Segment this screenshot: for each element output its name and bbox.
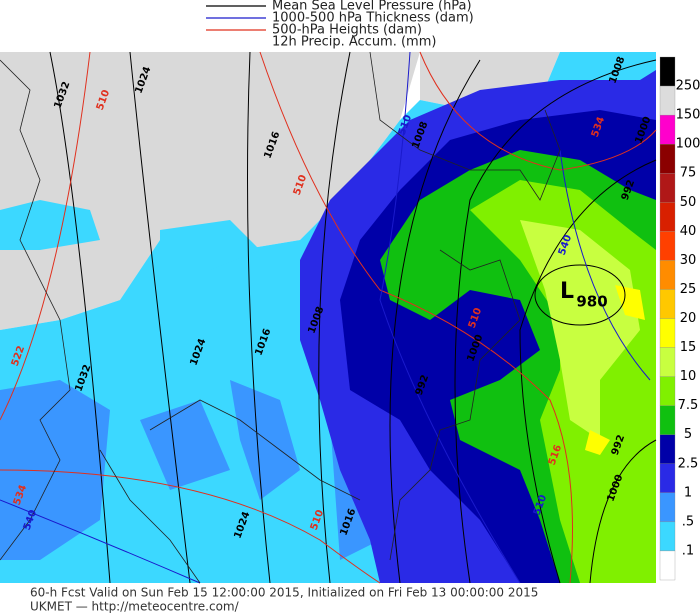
colorbar-swatch	[659, 521, 676, 552]
colorbar-swatch	[659, 202, 676, 232]
colorbar-label: 20	[680, 311, 697, 326]
colorbar-swatch	[659, 289, 676, 319]
colorbar: 250 150 100 75 50 40 30 25 20 15 10 7.5 5 2.5 1 .5 .1	[659, 56, 700, 581]
legend-label: 12h Precip. Accum. (mm)	[272, 35, 436, 50]
colorbar-label: .5	[682, 514, 694, 529]
colorbar-label: 75	[680, 166, 697, 181]
height-contours	[0, 51, 657, 584]
colorbar-label: 5	[684, 427, 692, 442]
colorbar-label: 7.5	[678, 398, 699, 413]
map	[0, 51, 657, 584]
colorbar-label: 1	[684, 485, 692, 500]
colorbar-label: 50	[680, 195, 697, 210]
precip-yellow	[585, 285, 645, 455]
pressure-contours	[49, 51, 657, 584]
colorbar-label: 2.5	[678, 456, 699, 471]
colorbar-label: 100	[676, 137, 700, 152]
footer-line: UKMET — http://meteocentre.com/	[30, 600, 240, 614]
colorbar-label: 250	[676, 79, 700, 94]
legend-label: Mean Sea Level Pressure (hPa)	[272, 0, 472, 14]
precip-yellow-green	[520, 220, 640, 440]
colorbar-swatch	[659, 231, 676, 261]
colorbar-swatch	[659, 260, 676, 290]
legend-label: 1000-500 hPa Thickness (dam)	[272, 11, 474, 26]
colorbar-label: 10	[680, 369, 697, 384]
header: Mean Sea Level Pressure (hPa)1000-500 hP…	[206, 0, 474, 50]
colorbar-label: 40	[680, 224, 697, 239]
colorbar-swatch	[659, 376, 676, 406]
contour-label: 980	[576, 293, 607, 311]
dry-area	[0, 52, 420, 330]
legend-label: 500-hPa Heights (dam)	[272, 23, 422, 38]
colorbar-swatch	[659, 56, 676, 87]
colorbar-label: 30	[680, 253, 697, 268]
colorbar-label: .1	[682, 543, 694, 558]
colorbar-swatch	[659, 318, 676, 348]
colorbar-label: 15	[680, 340, 697, 355]
colorbar-label: 150	[676, 108, 700, 123]
colorbar-swatch	[659, 434, 676, 464]
precip-light	[0, 380, 380, 560]
colorbar-swatch	[659, 114, 676, 145]
colorbar-swatch	[659, 463, 676, 493]
footer-line: 60-h Fcst Valid on Sun Feb 15 12:00:00 2…	[30, 586, 538, 600]
thickness-contours	[0, 51, 651, 584]
colorbar-swatch	[659, 492, 676, 523]
colorbar-swatch	[659, 405, 676, 435]
colorbar-label: 25	[680, 282, 697, 297]
precip-trace	[0, 200, 260, 270]
colorbar-swatch	[659, 85, 676, 116]
low-symbol: L	[560, 279, 574, 304]
colorbar-swatch	[659, 347, 676, 377]
coastlines	[0, 51, 561, 584]
colorbar-swatch	[659, 550, 676, 581]
colorbar-swatch	[659, 173, 676, 203]
colorbar-swatch	[659, 144, 676, 174]
